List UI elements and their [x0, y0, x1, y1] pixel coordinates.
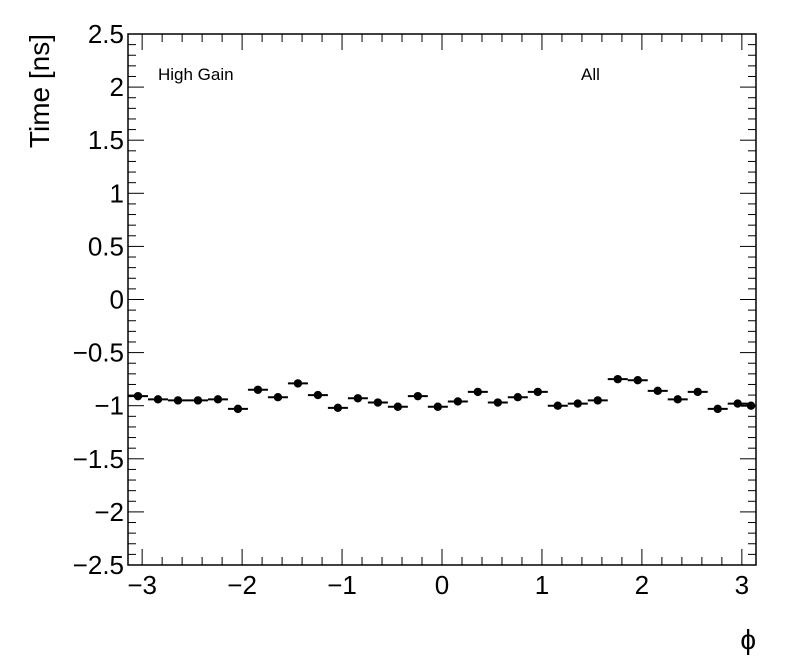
y-axis-title: Time [ns]	[24, 34, 55, 148]
y-tick-label: 0.5	[88, 231, 124, 261]
data-point	[153, 395, 163, 404]
data-point	[453, 397, 463, 406]
data-point	[373, 398, 383, 407]
x-tick-label: −3	[127, 570, 157, 600]
data-point	[493, 398, 503, 407]
data-point	[313, 390, 323, 400]
data-markers	[128, 374, 756, 414]
data-point	[746, 401, 756, 410]
data-point	[393, 402, 403, 411]
annotation-high-gain: High Gain	[158, 65, 234, 84]
x-tick-label: 3	[735, 570, 749, 600]
data-point	[673, 395, 682, 404]
data-point	[733, 399, 742, 408]
data-point	[293, 379, 303, 388]
data-point	[473, 387, 483, 397]
data-point	[133, 391, 143, 401]
y-tick-label: 1.5	[88, 125, 124, 155]
data-point	[193, 396, 203, 405]
x-axis-title: ϕ	[740, 624, 756, 655]
x-tick-label: −2	[227, 570, 257, 600]
x-tick-label: 2	[635, 570, 649, 600]
y-tick-label: −2	[94, 497, 124, 527]
data-point	[213, 395, 223, 404]
data-point	[253, 385, 263, 394]
x-tick-label: −1	[327, 570, 357, 600]
data-point	[693, 387, 702, 397]
plot-frame	[127, 33, 757, 566]
annotation-all: All	[581, 65, 600, 84]
y-tick-label: −2.5	[73, 550, 124, 580]
data-point	[633, 376, 642, 385]
y-tick-label: 1	[110, 178, 124, 208]
data-point	[353, 394, 363, 403]
y-tick-label: 0	[110, 285, 124, 315]
data-point	[173, 396, 183, 405]
data-point	[653, 386, 662, 396]
data-point	[553, 401, 562, 410]
y-tick-label: −1.5	[73, 444, 124, 474]
data-point	[513, 393, 523, 402]
y-tick-label: −0.5	[73, 338, 124, 368]
data-point	[613, 374, 622, 384]
data-point	[593, 396, 602, 405]
y-tick-label: 2.5	[88, 19, 124, 49]
axis-ticks	[128, 33, 756, 566]
y-tick-label: 2	[110, 72, 124, 102]
x-tick-labels: −3 −2 −1 0 1 2 3	[127, 570, 749, 600]
y-tick-label: −1	[94, 391, 124, 421]
x-tick-label: 0	[435, 570, 449, 600]
data-point	[413, 391, 423, 401]
data-point	[573, 399, 582, 408]
data-point	[333, 403, 343, 413]
data-point	[233, 404, 243, 414]
data-point	[533, 387, 542, 397]
data-point	[273, 393, 283, 402]
data-point	[433, 402, 443, 411]
y-tick-labels: −2.5 −2 −1.5 −1 −0.5 0 0.5 1 1.5 2 2.5	[73, 19, 124, 580]
x-tick-label: 1	[535, 570, 549, 600]
data-point	[713, 404, 722, 414]
